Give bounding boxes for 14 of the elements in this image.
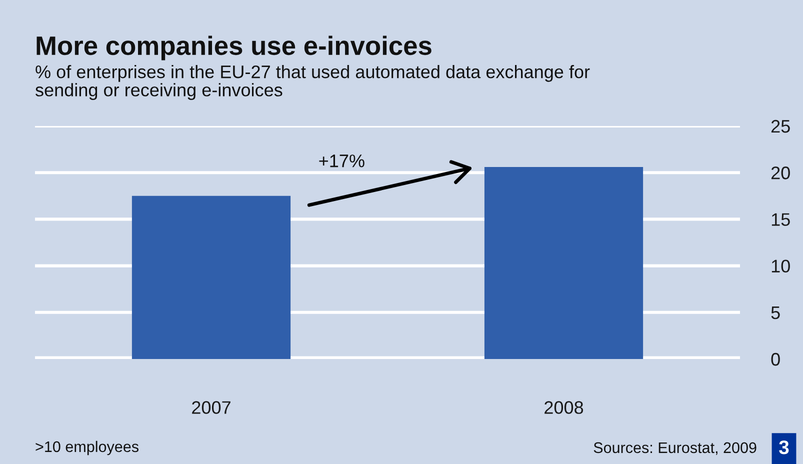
text: 3	[779, 440, 789, 454]
text: >10 employees	[36, 440, 138, 456]
x-tick-label: 2007	[192, 401, 230, 414]
y-tick-label: 0	[771, 352, 780, 366]
x-tick-label: 2008	[544, 401, 584, 414]
chart-subtitle: % of enterprises in the EU-27 that used automated data exchange for sending or receiving e-invoices	[36, 65, 590, 100]
y-tick-label: 10	[772, 260, 790, 273]
y-tick-label: 5	[771, 306, 780, 320]
y-tick-label: 15	[772, 213, 790, 226]
chart-title: More companies use e-invoices	[36, 36, 432, 60]
source-note: Sources: Eurostat, 2009	[594, 442, 756, 455]
y-tick-label: 25	[771, 120, 790, 133]
y-tick-label: 20	[771, 166, 790, 180]
annotation: +17%	[319, 154, 364, 168]
